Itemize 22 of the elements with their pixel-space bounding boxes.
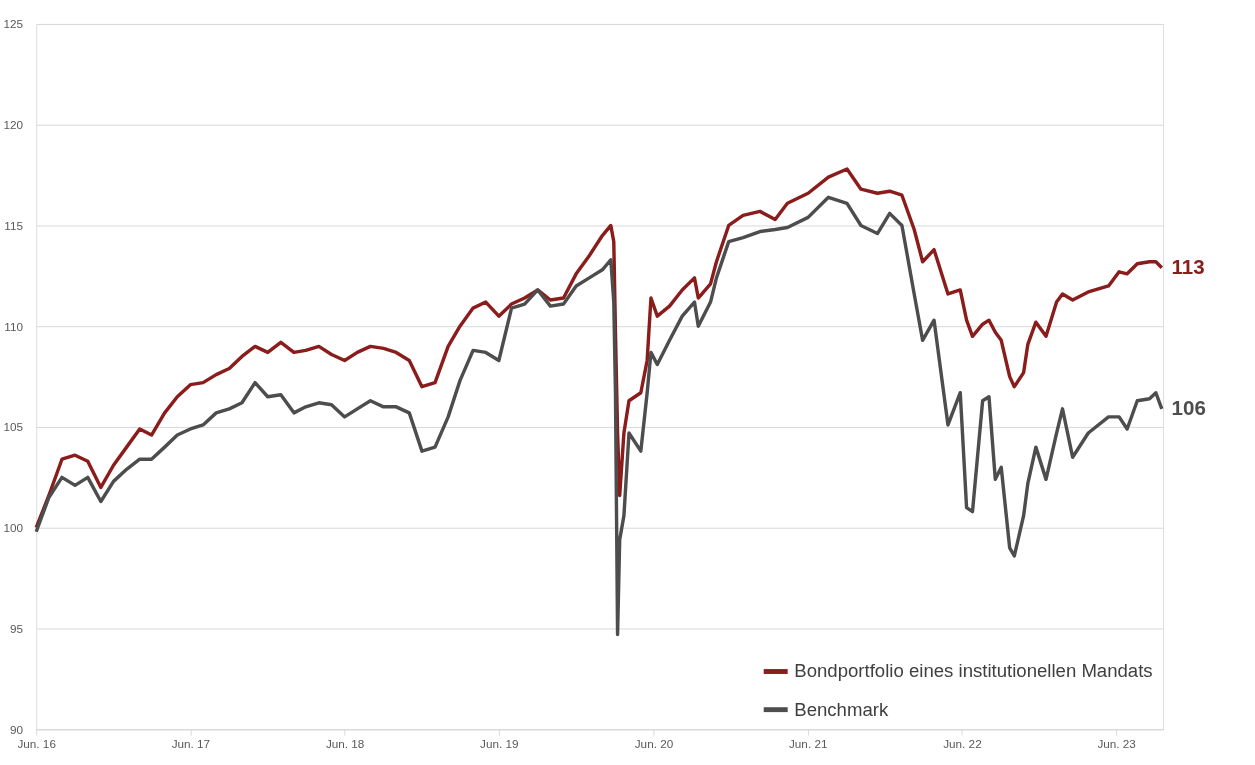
annotation: 106 xyxy=(1171,395,1206,419)
line-series xyxy=(34,195,1164,637)
y-tick-label: 120 xyxy=(3,118,24,132)
y-tick-label: 105 xyxy=(3,420,24,434)
x-tick-label: Jun. 17 xyxy=(171,737,211,751)
annotation: 113 xyxy=(1171,254,1205,278)
x-tick-label: Jun. 19 xyxy=(480,737,519,751)
x-tick-label: Jun. 16 xyxy=(17,737,56,751)
x-tick-label: Jun. 20 xyxy=(634,737,674,751)
y-tick-label: 95 xyxy=(9,621,24,635)
x-tick-label: Jun. 22 xyxy=(943,737,982,751)
legend-label: Bondportfolio eines institutionellen Mandats xyxy=(794,660,1153,682)
x-tick-label: Jun. 18 xyxy=(325,737,365,751)
x-tick-label: Jun. 21 xyxy=(788,737,828,751)
y-tick-label: 115 xyxy=(4,218,24,232)
legend-label: Benchmark xyxy=(794,698,889,720)
y-tick-label: 90 xyxy=(9,722,24,736)
y-tick-label: 100 xyxy=(3,521,24,535)
x-tick-label: Jun. 23 xyxy=(1097,737,1136,751)
line-series xyxy=(34,167,1164,530)
y-tick-label: 125 xyxy=(3,17,24,31)
y-tick-label: 110 xyxy=(4,319,24,333)
